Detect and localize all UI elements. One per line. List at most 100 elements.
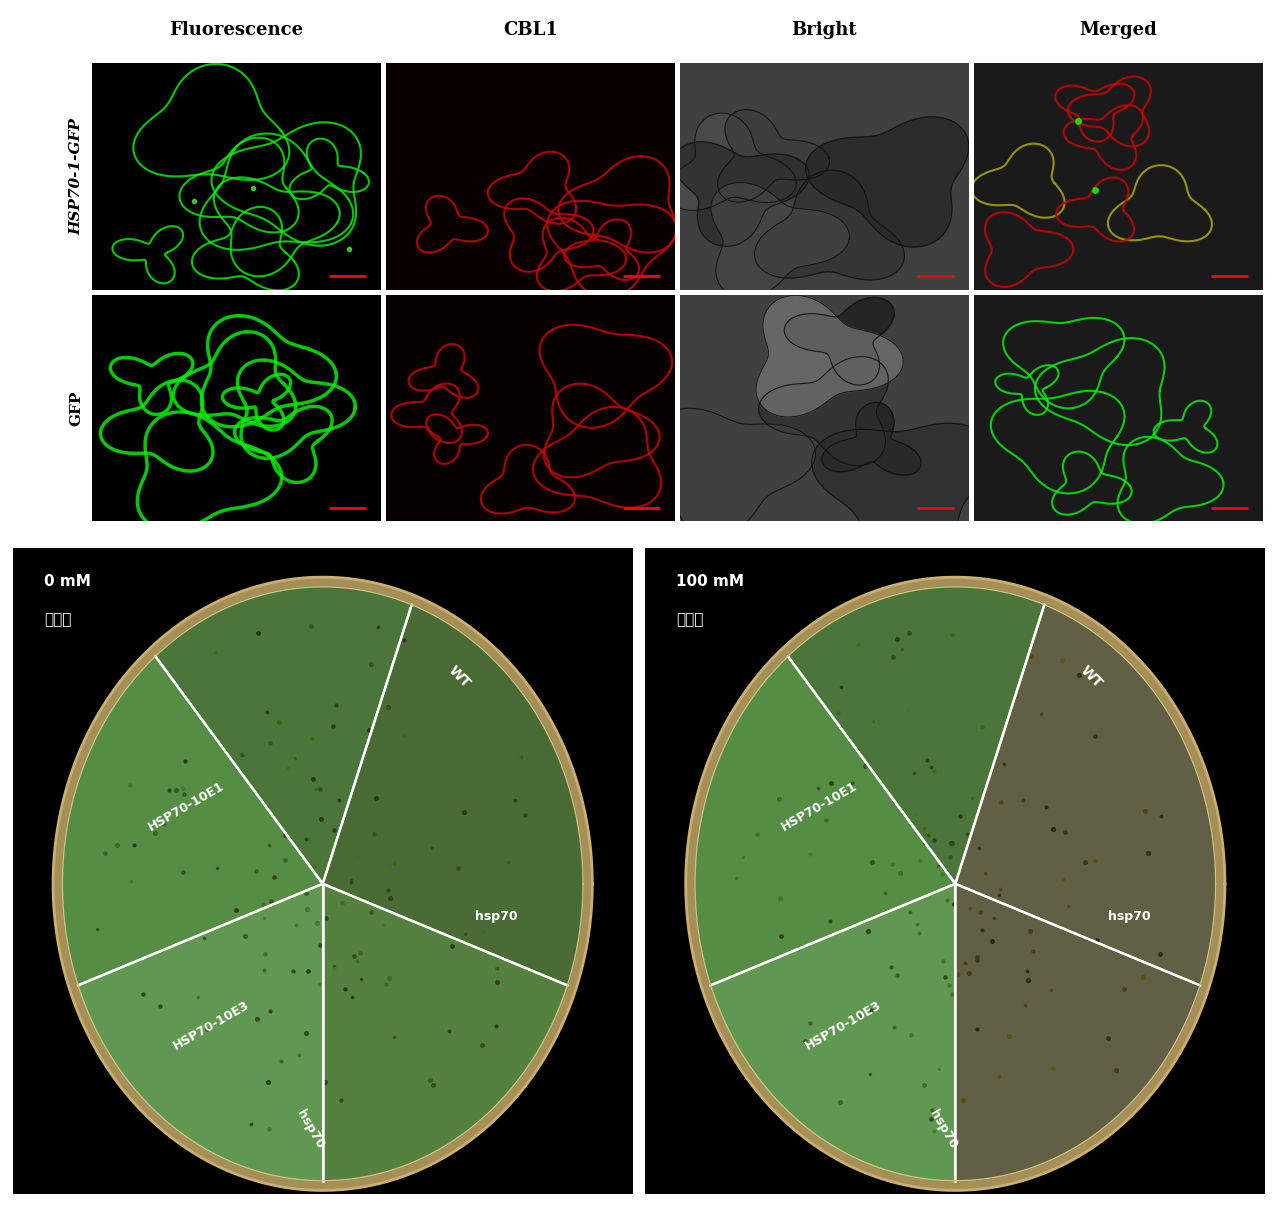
Point <box>308 974 328 994</box>
Point <box>455 923 475 943</box>
Point <box>1022 942 1043 961</box>
Point <box>362 654 382 674</box>
Point <box>910 850 930 870</box>
Point <box>133 984 153 1004</box>
Point <box>204 643 225 663</box>
Point <box>1052 870 1072 889</box>
Point <box>325 956 345 976</box>
Point <box>304 856 325 876</box>
Polygon shape <box>78 884 323 1180</box>
Point <box>257 1072 277 1091</box>
Point <box>173 778 193 798</box>
Point <box>1052 650 1072 670</box>
Point <box>938 976 958 995</box>
Point <box>909 923 929 943</box>
Point <box>1149 944 1169 963</box>
Point <box>286 916 307 935</box>
Point <box>307 914 327 933</box>
Point <box>394 631 414 650</box>
Point <box>298 961 318 980</box>
Point <box>934 967 955 987</box>
Point <box>948 963 969 983</box>
Point <box>311 810 331 829</box>
Polygon shape <box>63 587 583 1180</box>
Point <box>800 1013 820 1033</box>
Point <box>828 703 849 722</box>
Point <box>1085 726 1105 745</box>
Point <box>920 758 941 777</box>
Point <box>383 854 404 873</box>
Polygon shape <box>711 183 850 298</box>
Polygon shape <box>955 884 1200 1180</box>
Point <box>1114 979 1135 999</box>
Point <box>863 711 883 731</box>
Point <box>990 879 1011 899</box>
Point <box>289 1045 309 1065</box>
Point <box>914 833 934 853</box>
Point <box>1058 896 1079 916</box>
Point <box>1015 995 1035 1015</box>
Point <box>376 860 396 879</box>
Point <box>362 903 382 922</box>
Point <box>152 940 173 960</box>
Point <box>309 935 330 955</box>
Polygon shape <box>695 587 1215 1180</box>
Point <box>326 695 346 715</box>
Point <box>314 1072 335 1091</box>
Polygon shape <box>956 605 1215 985</box>
Point <box>989 1067 1010 1086</box>
Point <box>346 951 367 971</box>
Point <box>259 836 280 855</box>
Point <box>941 848 961 867</box>
Point <box>358 770 378 789</box>
Point <box>1082 671 1103 691</box>
Point <box>515 805 535 825</box>
Point <box>881 957 901 977</box>
Point <box>240 1114 261 1134</box>
Point <box>261 733 281 753</box>
Point <box>1040 980 1061 1000</box>
Point <box>194 928 215 948</box>
Point <box>983 907 1003 927</box>
Point <box>960 898 980 917</box>
Point <box>860 1065 881 1084</box>
Text: Merged: Merged <box>1080 22 1157 39</box>
Point <box>1084 851 1104 871</box>
Point <box>967 950 988 970</box>
Point <box>341 987 362 1006</box>
Polygon shape <box>754 171 905 280</box>
Point <box>332 893 353 912</box>
Point <box>953 1090 974 1110</box>
Point <box>732 847 753 866</box>
Polygon shape <box>695 657 956 985</box>
Point <box>248 624 268 643</box>
Polygon shape <box>805 117 969 247</box>
Point <box>197 1019 217 1039</box>
Point <box>259 1001 280 1021</box>
Point <box>1043 820 1063 839</box>
Point <box>150 996 170 1016</box>
Point <box>341 871 362 890</box>
Point <box>914 1075 934 1095</box>
Point <box>831 677 851 697</box>
Point <box>344 946 364 966</box>
Point <box>905 805 925 825</box>
Point <box>942 984 962 1004</box>
Point <box>1135 801 1155 821</box>
Point <box>849 1006 869 1026</box>
Point <box>998 1027 1019 1046</box>
Point <box>907 915 928 934</box>
Point <box>253 894 273 914</box>
Point <box>875 883 896 903</box>
Point <box>1105 1060 1126 1079</box>
Point <box>746 825 767 844</box>
Text: WT: WT <box>1077 664 1105 691</box>
Polygon shape <box>789 587 1044 884</box>
Polygon shape <box>812 424 994 560</box>
Text: HSP70-10E3: HSP70-10E3 <box>804 999 884 1052</box>
Point <box>367 788 387 808</box>
Point <box>245 861 266 881</box>
Point <box>207 857 227 877</box>
Point <box>498 851 519 871</box>
Point <box>904 764 924 783</box>
